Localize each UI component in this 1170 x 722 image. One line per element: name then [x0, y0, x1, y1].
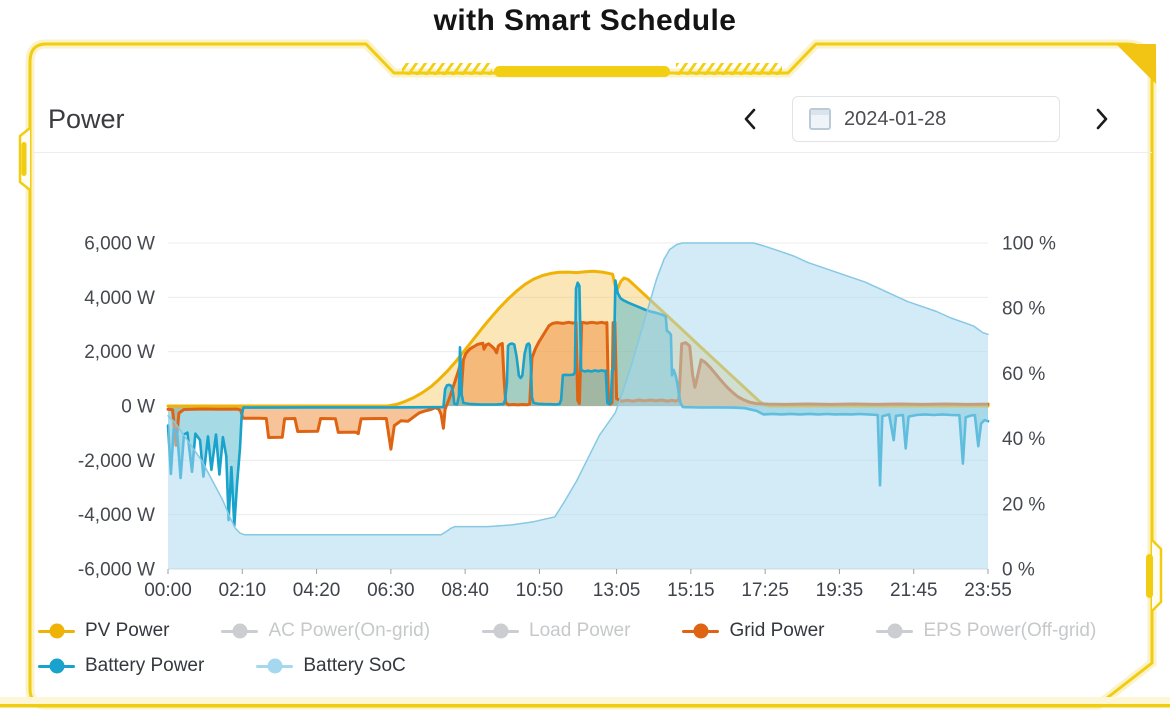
hatch-stripes-left	[402, 63, 492, 75]
legend-marker-eps-power-off-grid	[876, 623, 914, 639]
calendar-icon	[809, 108, 831, 130]
y-axis-left-tick: 4,000 W	[84, 288, 155, 309]
y-axis-right-tick: 0 %	[1002, 560, 1035, 581]
legend-item-eps-power-off-grid[interactable]: EPS Power(Off-grid)	[876, 620, 1096, 642]
legend-label-grid-power: Grid Power	[729, 620, 825, 641]
chevron-left-icon	[744, 108, 756, 130]
date-navigator: 2024-01-28	[738, 96, 1114, 142]
legend-dot-battery-soc	[267, 658, 283, 674]
legend-dot-pv-power	[49, 623, 64, 639]
legend-item-load-power[interactable]: Load Power	[482, 620, 630, 642]
legend-dot-battery-power	[49, 658, 64, 674]
legend-marker-load-power	[482, 623, 520, 639]
left-edge-tab	[18, 127, 31, 191]
y-axis-left-tick: -2,000 W	[78, 451, 155, 472]
x-axis-tick-label: 19:35	[816, 580, 864, 601]
y-axis-right-tick: 20 %	[1002, 494, 1045, 515]
x-axis-tick-label: 21:45	[890, 580, 938, 601]
legend-dot-grid-power	[693, 623, 709, 639]
date-value: 2024-01-28	[844, 107, 947, 130]
legend-item-battery-soc[interactable]: Battery SoC	[256, 655, 406, 677]
legend-dot-eps-power-off-grid	[887, 623, 903, 639]
bottom-accent-line	[0, 704, 1170, 708]
page-title: with Smart Schedule	[433, 4, 737, 37]
hatch-stripes-right	[676, 63, 782, 75]
corner-triangle-decoration	[1116, 44, 1156, 84]
card-heading: Power	[48, 103, 125, 134]
y-axis-right-tick: 60 %	[1002, 364, 1045, 385]
y-axis-left-tick: 2,000 W	[84, 342, 155, 363]
series-battery-soc-area	[168, 243, 988, 569]
prev-day-button[interactable]	[738, 105, 762, 133]
header-divider	[32, 152, 1152, 153]
x-axis-tick-label: 13:05	[593, 580, 641, 601]
left-edge-tab-pill	[21, 142, 27, 176]
next-day-button[interactable]	[1090, 105, 1114, 133]
y-axis-left-tick: -4,000 W	[78, 505, 155, 526]
y-axis-right-tick: 80 %	[1002, 299, 1045, 320]
x-axis-tick-label: 17:25	[741, 580, 789, 601]
y-axis-left-tick: 6,000 W	[84, 234, 155, 255]
chart-legend: PV Power AC Power(On-grid) Load Power Grid …	[38, 620, 1128, 677]
legend-marker-ac-power-on-grid	[221, 623, 259, 639]
y-axis-left-tick: 0 W	[121, 397, 155, 418]
legend-item-battery-power[interactable]: Battery Power	[38, 655, 204, 677]
legend-marker-battery-soc	[256, 658, 294, 674]
card-header: Power 2024-01-28	[48, 90, 1114, 148]
legend-marker-grid-power	[682, 623, 720, 639]
power-chart: 6,000 W 4,000 W 2,000 W 0 W -2,000 W -4,000 W…	[78, 234, 1056, 602]
legend-label-pv-power: PV Power	[85, 620, 170, 641]
legend-label-ac-power-on-grid: AC Power(On-grid)	[268, 620, 431, 641]
legend-label-battery-power: Battery Power	[85, 655, 205, 676]
legend-marker-battery-power	[38, 658, 75, 674]
legend-dot-load-power	[493, 623, 509, 639]
center-accent-bar	[494, 66, 670, 77]
bottom-accent-glow	[0, 697, 1170, 704]
x-axis-tick-label: 00:00	[144, 580, 192, 601]
x-axis-tick-label: 06:30	[367, 580, 415, 601]
legend-item-grid-power[interactable]: Grid Power	[682, 620, 824, 642]
legend-item-pv-power[interactable]: PV Power	[38, 620, 169, 642]
x-axis-tick-label: 08:40	[441, 580, 489, 601]
y-axis-left-tick: -6,000 W	[78, 560, 155, 581]
x-axis-tick-label: 04:20	[293, 580, 341, 601]
chevron-right-icon	[1096, 108, 1108, 130]
legend-label-eps-power-off-grid: EPS Power(Off-grid)	[923, 620, 1097, 641]
legend-dot-ac-power-on-grid	[232, 623, 248, 639]
y-axis-right-tick: 40 %	[1002, 429, 1045, 450]
legend-label-battery-soc: Battery SoC	[303, 655, 406, 676]
y-axis-right-tick: 100 %	[1002, 234, 1056, 255]
x-axis-tick-label: 02:10	[219, 580, 267, 601]
x-axis-tick-label: 10:50	[516, 580, 564, 601]
legend-label-load-power: Load Power	[529, 620, 631, 641]
x-axis-tick-label: 15:15	[667, 580, 715, 601]
x-axis-tick-label: 23:55	[964, 580, 1012, 601]
legend-marker-pv-power	[38, 623, 75, 639]
date-input[interactable]: 2024-01-28	[792, 96, 1060, 142]
series-battery-soc-line	[167, 242, 989, 536]
legend-item-ac-power-on-grid[interactable]: AC Power(On-grid)	[221, 620, 430, 642]
